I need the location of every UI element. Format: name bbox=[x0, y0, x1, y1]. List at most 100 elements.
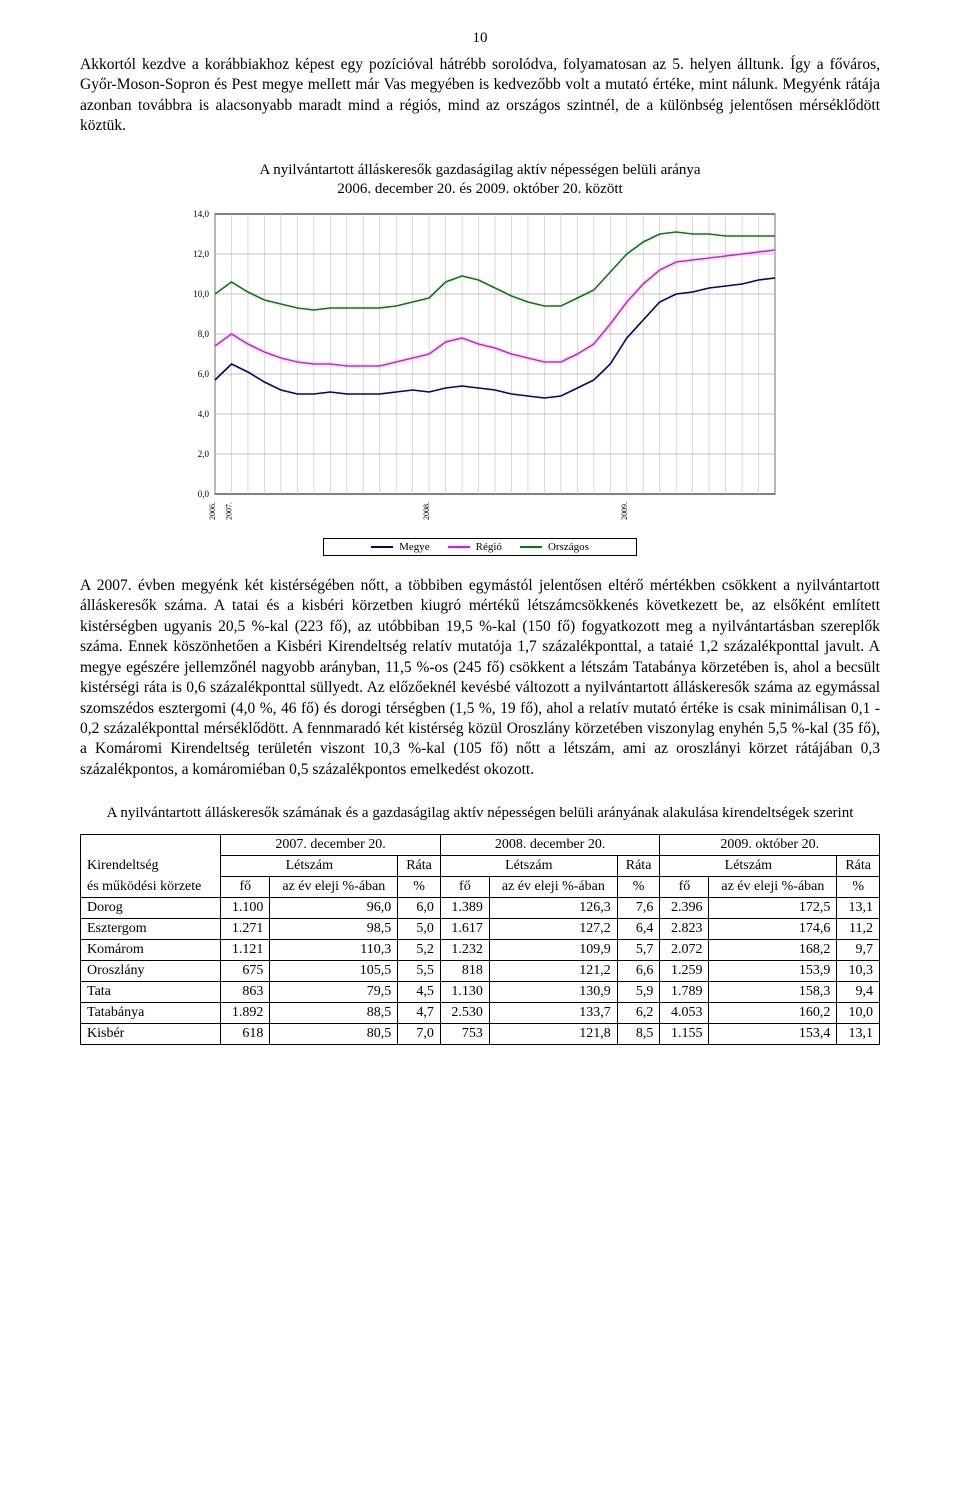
table-cell: 153,4 bbox=[709, 1023, 837, 1044]
th-period-3: 2009. október 20. bbox=[660, 834, 880, 855]
table-cell: 4.053 bbox=[660, 1002, 709, 1023]
page: 10 Akkortól kezdve a korábbiakhoz képest… bbox=[40, 0, 920, 1085]
table-cell: 1.155 bbox=[660, 1023, 709, 1044]
table-cell: 126,3 bbox=[489, 897, 617, 918]
th-azev-2: az év eleji %-ában bbox=[489, 876, 617, 897]
svg-text:0,0: 0,0 bbox=[198, 489, 210, 499]
table-cell: 80,5 bbox=[270, 1023, 398, 1044]
table-cell: 4,5 bbox=[398, 981, 441, 1002]
table-cell: 10,3 bbox=[837, 960, 880, 981]
table-cell: 174,6 bbox=[709, 918, 837, 939]
table-cell: 160,2 bbox=[709, 1002, 837, 1023]
table-cell: 105,5 bbox=[270, 960, 398, 981]
table-cell: 863 bbox=[221, 981, 270, 1002]
th-group-left-2: és működési körzete bbox=[81, 876, 221, 897]
table-cell: 7,6 bbox=[617, 897, 660, 918]
table-cell: 5,7 bbox=[617, 939, 660, 960]
table-cell: 1.100 bbox=[221, 897, 270, 918]
chart-title: A nyilvántartott álláskeresők gazdaságil… bbox=[160, 161, 800, 200]
table-cell: Komárom bbox=[81, 939, 221, 960]
legend-swatch-megye bbox=[371, 546, 393, 548]
table-cell: 13,1 bbox=[837, 1023, 880, 1044]
table-cell: 675 bbox=[221, 960, 270, 981]
table-header-row-2: Kirendeltség Létszám Ráta Létszám Ráta L… bbox=[81, 855, 880, 876]
th-fo-1: fő bbox=[221, 876, 270, 897]
th-fo-2: fő bbox=[440, 876, 489, 897]
table-cell: 130,9 bbox=[489, 981, 617, 1002]
table-row: Oroszlány675105,55,5818121,26,61.259153,… bbox=[81, 960, 880, 981]
legend-swatch-orszagos bbox=[520, 546, 542, 548]
th-azev-1: az év eleji %-ában bbox=[270, 876, 398, 897]
th-fo-3: fő bbox=[660, 876, 709, 897]
svg-text:2007.: 2007. bbox=[224, 502, 233, 520]
legend-item-regio: Régió bbox=[448, 541, 502, 553]
table-cell: 127,2 bbox=[489, 918, 617, 939]
table-row: Tata86379,54,51.130130,95,91.789158,39,4 bbox=[81, 981, 880, 1002]
table-cell: 2.072 bbox=[660, 939, 709, 960]
svg-text:2008.: 2008. bbox=[422, 502, 431, 520]
table-header-row-3: és működési körzete fő az év eleji %-ába… bbox=[81, 876, 880, 897]
table-cell: 158,3 bbox=[709, 981, 837, 1002]
table-cell: 121,2 bbox=[489, 960, 617, 981]
table-cell: 6,2 bbox=[617, 1002, 660, 1023]
table-cell: 133,7 bbox=[489, 1002, 617, 1023]
table-row: Tatabánya1.89288,54,72.530133,76,24.0531… bbox=[81, 1002, 880, 1023]
table-cell: 9,7 bbox=[837, 939, 880, 960]
table-cell: 4,7 bbox=[398, 1002, 441, 1023]
svg-text:4,0: 4,0 bbox=[198, 409, 210, 419]
table-cell: 818 bbox=[440, 960, 489, 981]
page-number: 10 bbox=[80, 30, 880, 47]
table-row: Esztergom1.27198,55,01.617127,26,42.8231… bbox=[81, 918, 880, 939]
table-cell: 109,9 bbox=[489, 939, 617, 960]
table-body: Dorog1.10096,06,01.389126,37,62.396172,5… bbox=[81, 897, 880, 1044]
svg-text:2009.: 2009. bbox=[620, 502, 629, 520]
table-cell: 168,2 bbox=[709, 939, 837, 960]
table-cell: Tata bbox=[81, 981, 221, 1002]
table-cell: 8,5 bbox=[617, 1023, 660, 1044]
th-period-2: 2008. december 20. bbox=[440, 834, 660, 855]
svg-text:8,0: 8,0 bbox=[198, 329, 210, 339]
table-cell: 5,5 bbox=[398, 960, 441, 981]
table-header-row-1: 2007. december 20. 2008. december 20. 20… bbox=[81, 834, 880, 855]
table-cell: 10,0 bbox=[837, 1002, 880, 1023]
table-cell: 88,5 bbox=[270, 1002, 398, 1023]
svg-text:14,0: 14,0 bbox=[193, 209, 209, 219]
th-rata-3: Ráta bbox=[837, 855, 880, 876]
paragraph-2: A 2007. évben megyénk két kistérségében … bbox=[80, 576, 880, 781]
legend-label-megye: Megye bbox=[399, 541, 430, 553]
table-row: Komárom1.121110,35,21.232109,95,72.07216… bbox=[81, 939, 880, 960]
th-rata-1: Ráta bbox=[398, 855, 441, 876]
paragraph-1: Akkortól kezdve a korábbiakhoz képest eg… bbox=[80, 55, 880, 137]
table-cell: 13,1 bbox=[837, 897, 880, 918]
table-cell: 2.823 bbox=[660, 918, 709, 939]
th-group-left-1: Kirendeltség bbox=[81, 855, 221, 876]
table-head: 2007. december 20. 2008. december 20. 20… bbox=[81, 834, 880, 897]
th-letszam-1: Létszám bbox=[221, 855, 398, 876]
legend-swatch-regio bbox=[448, 546, 470, 548]
chart-legend: Megye Régió Országos bbox=[323, 538, 637, 556]
table-cell: 1.617 bbox=[440, 918, 489, 939]
legend-label-regio: Régió bbox=[476, 541, 502, 553]
table-cell: 9,4 bbox=[837, 981, 880, 1002]
svg-text:2006.: 2006. bbox=[208, 502, 217, 520]
table-cell: 6,4 bbox=[617, 918, 660, 939]
chart-container: A nyilvántartott álláskeresők gazdaságil… bbox=[160, 161, 800, 556]
chart-title-line2: 2006. december 20. és 2009. október 20. … bbox=[337, 181, 622, 197]
table-cell: 1.789 bbox=[660, 981, 709, 1002]
table-cell: 79,5 bbox=[270, 981, 398, 1002]
table-cell: 6,0 bbox=[398, 897, 441, 918]
table-cell: 1.389 bbox=[440, 897, 489, 918]
table-cell: 1.892 bbox=[221, 1002, 270, 1023]
table-cell: 6,6 bbox=[617, 960, 660, 981]
table-cell: 110,3 bbox=[270, 939, 398, 960]
table-cell: 753 bbox=[440, 1023, 489, 1044]
table-cell: 1.259 bbox=[660, 960, 709, 981]
th-letszam-2: Létszám bbox=[440, 855, 617, 876]
table-title: A nyilvántartott álláskeresők számának é… bbox=[80, 804, 880, 824]
table-cell: Kisbér bbox=[81, 1023, 221, 1044]
svg-text:6,0: 6,0 bbox=[198, 369, 210, 379]
table-cell: 11,2 bbox=[837, 918, 880, 939]
table-cell: 121,8 bbox=[489, 1023, 617, 1044]
chart-title-line1: A nyilvántartott álláskeresők gazdaságil… bbox=[259, 162, 700, 178]
table-cell: 2.396 bbox=[660, 897, 709, 918]
